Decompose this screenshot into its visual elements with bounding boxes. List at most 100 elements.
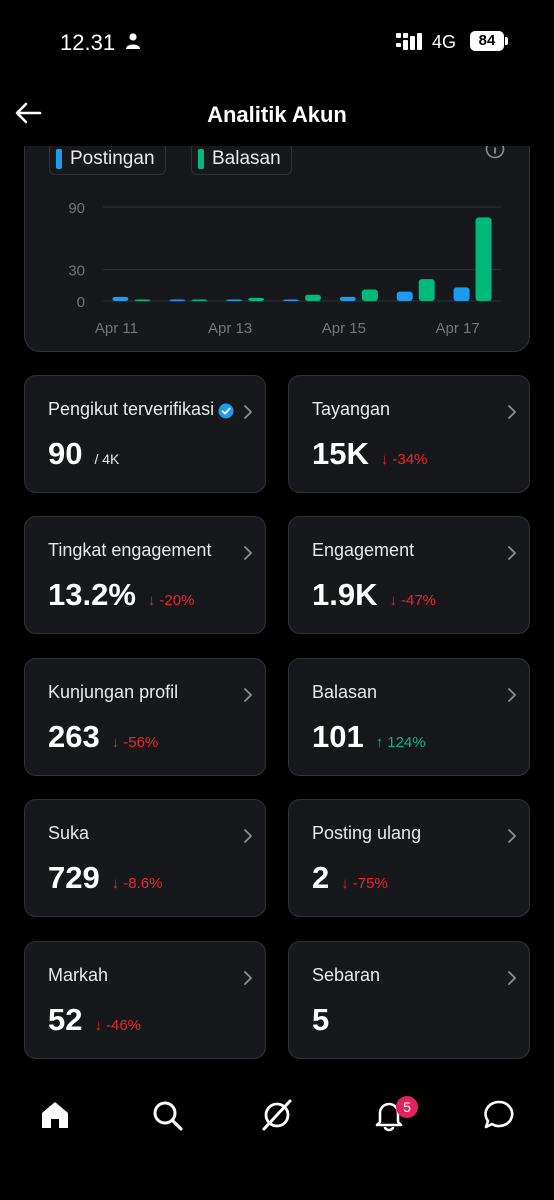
metric-label: Posting ulang (312, 823, 422, 843)
metric-value: 2 (312, 860, 330, 895)
arrow-down-icon: ↓ (341, 875, 349, 892)
metric-value: 263 (48, 719, 100, 754)
legend-label: Balasan (212, 148, 281, 169)
chart-card: Postingan Balasan 0 30 90 Apr 11 Apr 13 Apr 1… (24, 120, 530, 352)
metric-value-row: 13.2% ↓ -20% (48, 577, 194, 613)
metric-label: Balasan (312, 682, 378, 702)
metric-value: 13.2% (48, 577, 136, 612)
home-icon[interactable] (38, 1098, 72, 1132)
metric-value-row: 5 (312, 1002, 329, 1038)
metric-value: 15K (312, 436, 369, 471)
metric-delta: ↓ -56% (112, 734, 159, 751)
page-title: Analitik Akun (207, 102, 347, 127)
chevron-right-icon (244, 405, 252, 419)
metric-card[interactable]: Sebaran 5 (288, 941, 530, 1059)
metric-value: 52 (48, 1002, 83, 1037)
bar-chart: 0 30 90 Apr 11 Apr 13 Apr 15 Apr 17 (68, 200, 501, 337)
metric-value: 729 (48, 860, 100, 895)
metric-card[interactable]: Pengikut terverifikasi 90 / 4K (24, 375, 266, 493)
metric-delta: ↓ -47% (389, 592, 436, 609)
metric-value-row: 101 ↑ 124% (312, 719, 426, 755)
metric-total: / 4K (94, 451, 120, 467)
y-tick-label: 30 (68, 263, 85, 280)
bar-postingan-2[interactable] (226, 299, 243, 302)
arrow-down-icon: ↓ (147, 592, 156, 609)
metric-value-row: 1.9K ↓ -47% (312, 577, 436, 613)
metric-card[interactable]: Markah 52 ↓ -46% (24, 941, 266, 1059)
metric-card[interactable]: Tayangan 15K ↓ -34% (288, 375, 530, 493)
bar-balasan-0[interactable] (134, 299, 151, 302)
bar-balasan-2[interactable] (248, 297, 265, 301)
metric-card[interactable]: Kunjungan profil 263 ↓ -56% (24, 658, 266, 776)
metric-label: Tingkat engagement (48, 540, 212, 560)
x-tick-label: Apr 15 (322, 320, 366, 337)
metric-value: 5 (312, 1002, 330, 1037)
metric-label: Sebaran (312, 965, 381, 985)
metric-label: Markah (48, 965, 109, 985)
signal-icon (396, 33, 422, 50)
search-icon[interactable] (150, 1098, 184, 1132)
bar-balasan-5[interactable] (418, 279, 435, 301)
metric-delta-value: -8.6% (123, 875, 163, 892)
metric-value-row: 263 ↓ -56% (48, 719, 158, 755)
metric-value-row: 2 ↓ -75% (312, 860, 388, 896)
legend-swatch-green (198, 149, 204, 169)
bar-postingan-1[interactable] (169, 299, 186, 302)
bar-balasan-6[interactable] (475, 217, 492, 301)
metric-delta-value: -20% (159, 592, 195, 609)
arrow-down-icon: ↓ (94, 1017, 102, 1034)
messages-icon[interactable] (482, 1098, 516, 1132)
metric-label: Tayangan (312, 399, 391, 419)
chevron-right-icon (244, 688, 252, 702)
bar-postingan-6[interactable] (453, 287, 470, 301)
x-tick-label: Apr 11 (95, 320, 138, 337)
metric-card[interactable]: Engagement 1.9K ↓ -47% (288, 516, 530, 634)
x-tick-label: Apr 17 (435, 320, 479, 337)
legend-label: Postingan (70, 148, 155, 169)
metric-delta: ↓ -34% (381, 451, 428, 468)
chevron-right-icon (508, 405, 516, 419)
y-tick-label: 90 (68, 200, 85, 217)
metric-delta: ↓ -75% (341, 875, 388, 892)
battery-icon: 84 (470, 31, 504, 51)
status-bar: 12.31 4G 84 (0, 0, 554, 80)
metric-label: Engagement (312, 540, 415, 560)
metric-card[interactable]: Balasan 101 ↑ 124% (288, 658, 530, 776)
back-arrow-icon[interactable] (14, 102, 42, 124)
metric-delta-value: -47% (400, 592, 437, 609)
bar-balasan-3[interactable] (305, 294, 321, 301)
metric-card[interactable]: Tingkat engagement 13.2% ↓ -20% (24, 516, 266, 634)
metric-value-row: 729 ↓ -8.6% (48, 860, 162, 896)
verified-badge-icon (218, 403, 234, 419)
chevron-right-icon (508, 546, 516, 560)
notifications-icon[interactable] (372, 1098, 406, 1132)
chevron-right-icon (508, 971, 516, 985)
metric-card[interactable]: Suka 729 ↓ -8.6% (24, 799, 266, 917)
metric-delta: ↓ -20% (148, 592, 195, 609)
metric-delta-value: -75% (352, 875, 388, 892)
metric-delta: ↓ -8.6% (112, 875, 163, 892)
metric-value: 1.9K (312, 577, 378, 612)
bar-postingan-0[interactable] (112, 296, 129, 301)
metric-value-row: 15K ↓ -34% (312, 436, 427, 472)
bar-balasan-4[interactable] (361, 289, 378, 301)
bar-postingan-4[interactable] (339, 296, 356, 301)
battery-tip (505, 37, 508, 45)
metric-delta: ↑ 124% (376, 734, 426, 751)
metric-card[interactable]: Posting ulang 2 ↓ -75% (288, 799, 530, 917)
bar-postingan-5[interactable] (396, 291, 413, 301)
legend-swatch-blue (56, 149, 62, 169)
bar-balasan-1[interactable] (191, 299, 208, 302)
metric-value: 101 (312, 719, 364, 754)
network-type: 4G (432, 32, 457, 52)
metric-delta-value: -56% (123, 734, 159, 751)
bar-postingan-3[interactable] (283, 299, 299, 302)
metric-delta-value: -46% (105, 1017, 142, 1034)
x-tick-label: Apr 13 (208, 320, 252, 337)
metric-value-row: 52 ↓ -46% (48, 1002, 141, 1038)
chevron-right-icon (508, 829, 516, 843)
arrow-down-icon: ↓ (380, 451, 389, 468)
bottom-nav (0, 1080, 554, 1152)
y-tick-label: 0 (77, 294, 85, 311)
grok-icon[interactable] (260, 1098, 294, 1132)
